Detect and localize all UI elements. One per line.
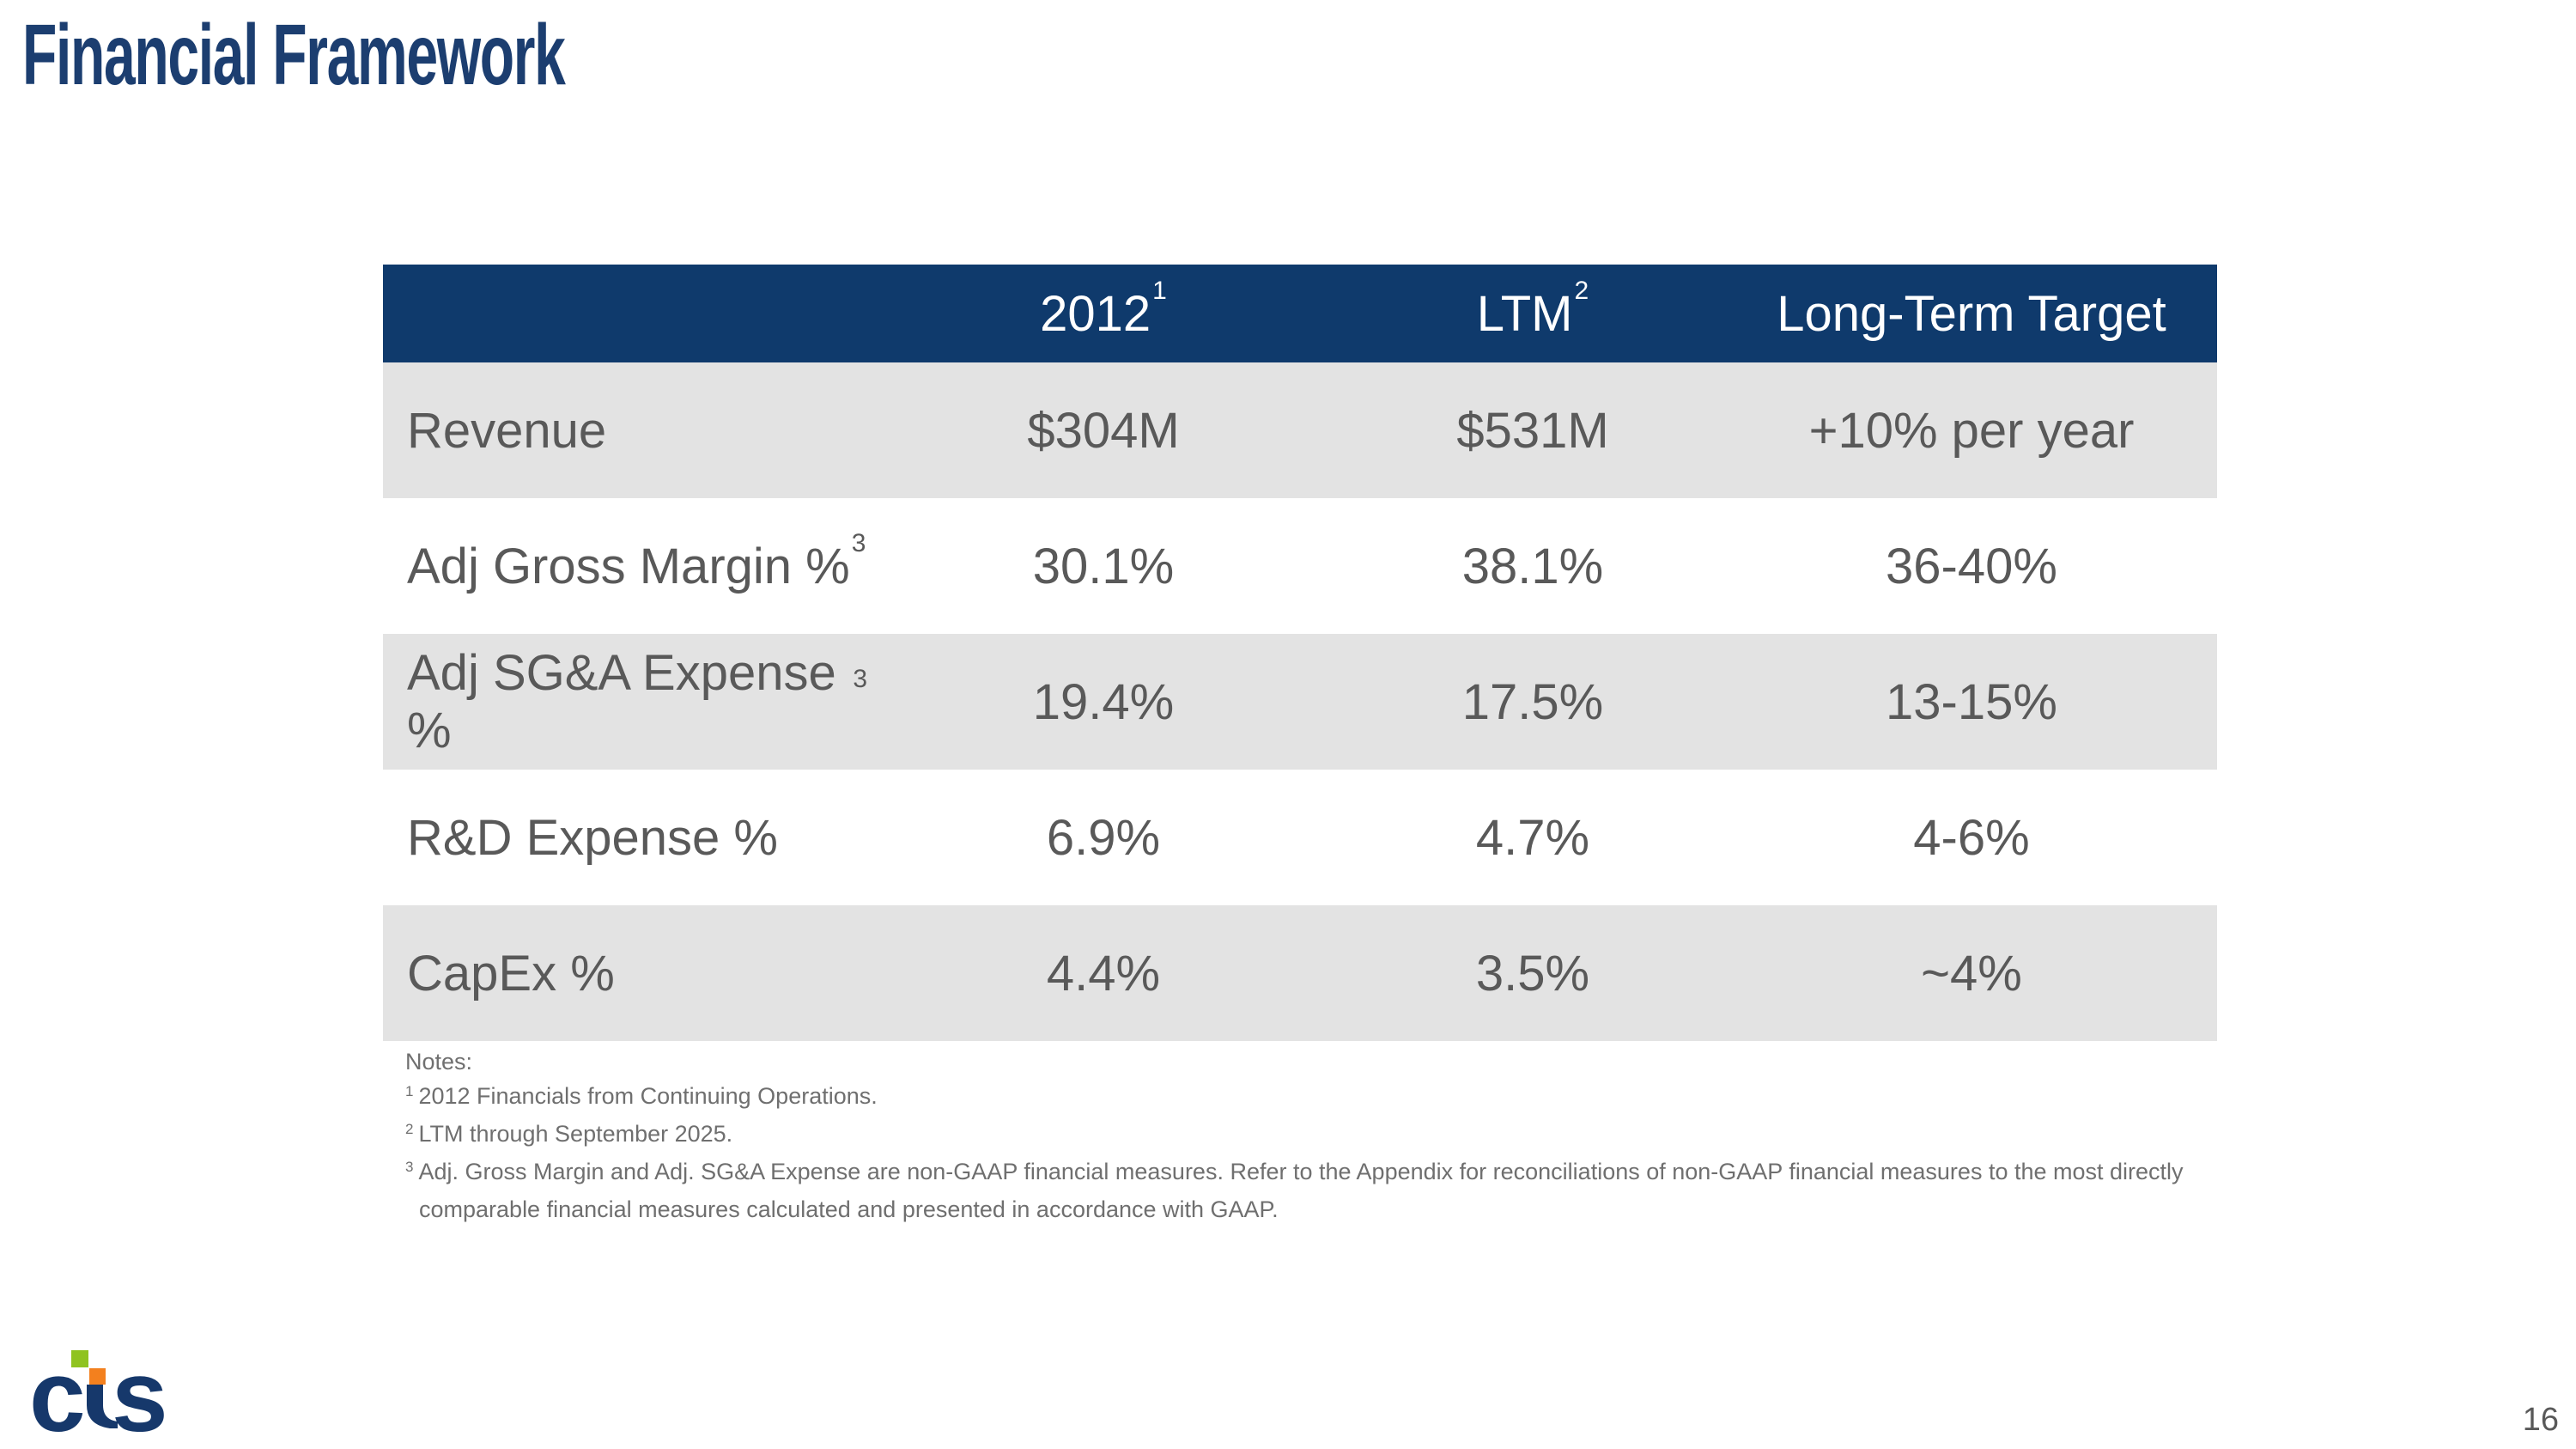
cell-value: 4.4%: [1046, 945, 1161, 1002]
cell-target: ~4%: [1726, 905, 2217, 1041]
footnote-3: 3 Adj. Gross Margin and Adj. SG&A Expense…: [405, 1154, 2208, 1192]
notes-heading: Notes:: [405, 1049, 473, 1075]
row-label-text: R&D Expense %: [407, 809, 778, 866]
table-row-rd-expense: R&D Expense % 6.9% 4.7% 4-6%: [383, 770, 2217, 905]
logo-t-stem: [87, 1385, 118, 1428]
cell-value: 30.1%: [1032, 538, 1175, 594]
cell-value: +10% per year: [1808, 402, 2135, 459]
row-label-text: CapEx %: [407, 945, 615, 1002]
cell-value: 19.4%: [1032, 673, 1175, 730]
cell-target: 36-40%: [1726, 498, 2217, 634]
logo-green-square: [71, 1350, 88, 1367]
footnote-2-text: LTM through September 2025.: [418, 1121, 733, 1147]
footnote-1: 1 2012 Financials from Continuing Operati…: [405, 1079, 2208, 1117]
footnote-3-text: Adj. Gross Margin and Adj. SG&A Expense …: [418, 1159, 2184, 1184]
cell-ltm: 4.7%: [1340, 770, 1726, 905]
cell-target: +10% per year: [1726, 362, 2217, 498]
header-cell-long-term-target: Long-Term Target: [1726, 265, 2217, 362]
cell-ltm: 38.1%: [1340, 498, 1726, 634]
footnote-1-marker: 1: [405, 1083, 414, 1099]
cell-2012: 30.1%: [867, 498, 1340, 634]
cell-value: 6.9%: [1046, 809, 1161, 866]
cell-value: ~4%: [1921, 945, 2022, 1002]
logo-letter-s: s: [112, 1345, 168, 1436]
cts-logo: c s: [29, 1340, 183, 1449]
cell-target: 13-15%: [1726, 634, 2217, 770]
footnote-2-marker: 2: [405, 1121, 414, 1137]
table-row-adj-sga-expense: Adj SG&A Expense % 3 19.4% 17.5% 13-15%: [383, 634, 2217, 770]
row-label: R&D Expense %: [383, 770, 867, 905]
page-title: Financial Framework: [22, 7, 566, 103]
header-cell-empty: [383, 265, 867, 362]
cell-2012: 4.4%: [867, 905, 1340, 1041]
table-header-row: 2012 1 LTM 2 Long-Term Target: [383, 265, 2217, 362]
cell-value: 36-40%: [1886, 538, 2057, 594]
cell-value: 38.1%: [1461, 538, 1604, 594]
cell-ltm: 3.5%: [1340, 905, 1726, 1041]
header-cell-2012: 2012 1: [1040, 277, 1167, 342]
cell-value: $531M: [1456, 402, 1609, 459]
page-number: 16: [2522, 1402, 2559, 1438]
cell-target: 4-6%: [1726, 770, 2217, 905]
header-ltm-label: LTM: [1476, 285, 1573, 342]
cell-ltm: 17.5%: [1340, 634, 1726, 770]
footnote-2: 2 LTM through September 2025.: [405, 1117, 2208, 1154]
cell-value: 4-6%: [1913, 809, 2030, 866]
table-row-adj-gross-margin: Adj Gross Margin % 3 30.1% 38.1% 36-40%: [383, 498, 2217, 634]
row-label: CapEx %: [383, 905, 867, 1041]
cell-value: 3.5%: [1475, 945, 1590, 1002]
cell-value: $304M: [1027, 402, 1180, 459]
cts-logo-graphic: c s: [29, 1340, 168, 1449]
cell-2012: 6.9%: [867, 770, 1340, 905]
row-label: Revenue: [383, 362, 867, 498]
row-label: Adj Gross Margin % 3: [407, 529, 866, 594]
footnote-1-text: 2012 Financials from Continuing Operatio…: [418, 1083, 878, 1109]
row-label: Adj SG&A Expense % 3: [407, 645, 867, 758]
table-row-revenue: Revenue $304M $531M +10% per year: [383, 362, 2217, 498]
cell-value: 17.5%: [1461, 673, 1604, 730]
logo-orange-square: [89, 1368, 106, 1385]
footnote-3-marker: 3: [405, 1159, 414, 1175]
table-row-capex: CapEx % 4.4% 3.5% ~4%: [383, 905, 2217, 1041]
footnotes: Notes: 1 2012 Financials from Continuing …: [405, 1044, 2208, 1227]
financial-framework-table: 2012 1 LTM 2 Long-Term Target Revenue $304…: [383, 265, 2217, 1041]
header-2012-label: 2012: [1040, 285, 1151, 342]
header-target-label: Long-Term Target: [1777, 285, 2166, 342]
cell-value: 13-15%: [1886, 673, 2057, 730]
cell-2012: 19.4%: [867, 634, 1340, 770]
footnote-3-continued: comparable financial measures calculated…: [419, 1196, 1279, 1222]
row-label-text: Revenue: [407, 402, 607, 459]
cell-ltm: $531M: [1340, 362, 1726, 498]
header-cell-ltm: LTM 2: [1476, 277, 1589, 342]
row-label-text: Adj SG&A Expense %: [407, 645, 836, 758]
cell-value: 4.7%: [1475, 809, 1590, 866]
row-label-text: Adj Gross Margin %: [407, 538, 850, 594]
cell-2012: $304M: [867, 362, 1340, 498]
